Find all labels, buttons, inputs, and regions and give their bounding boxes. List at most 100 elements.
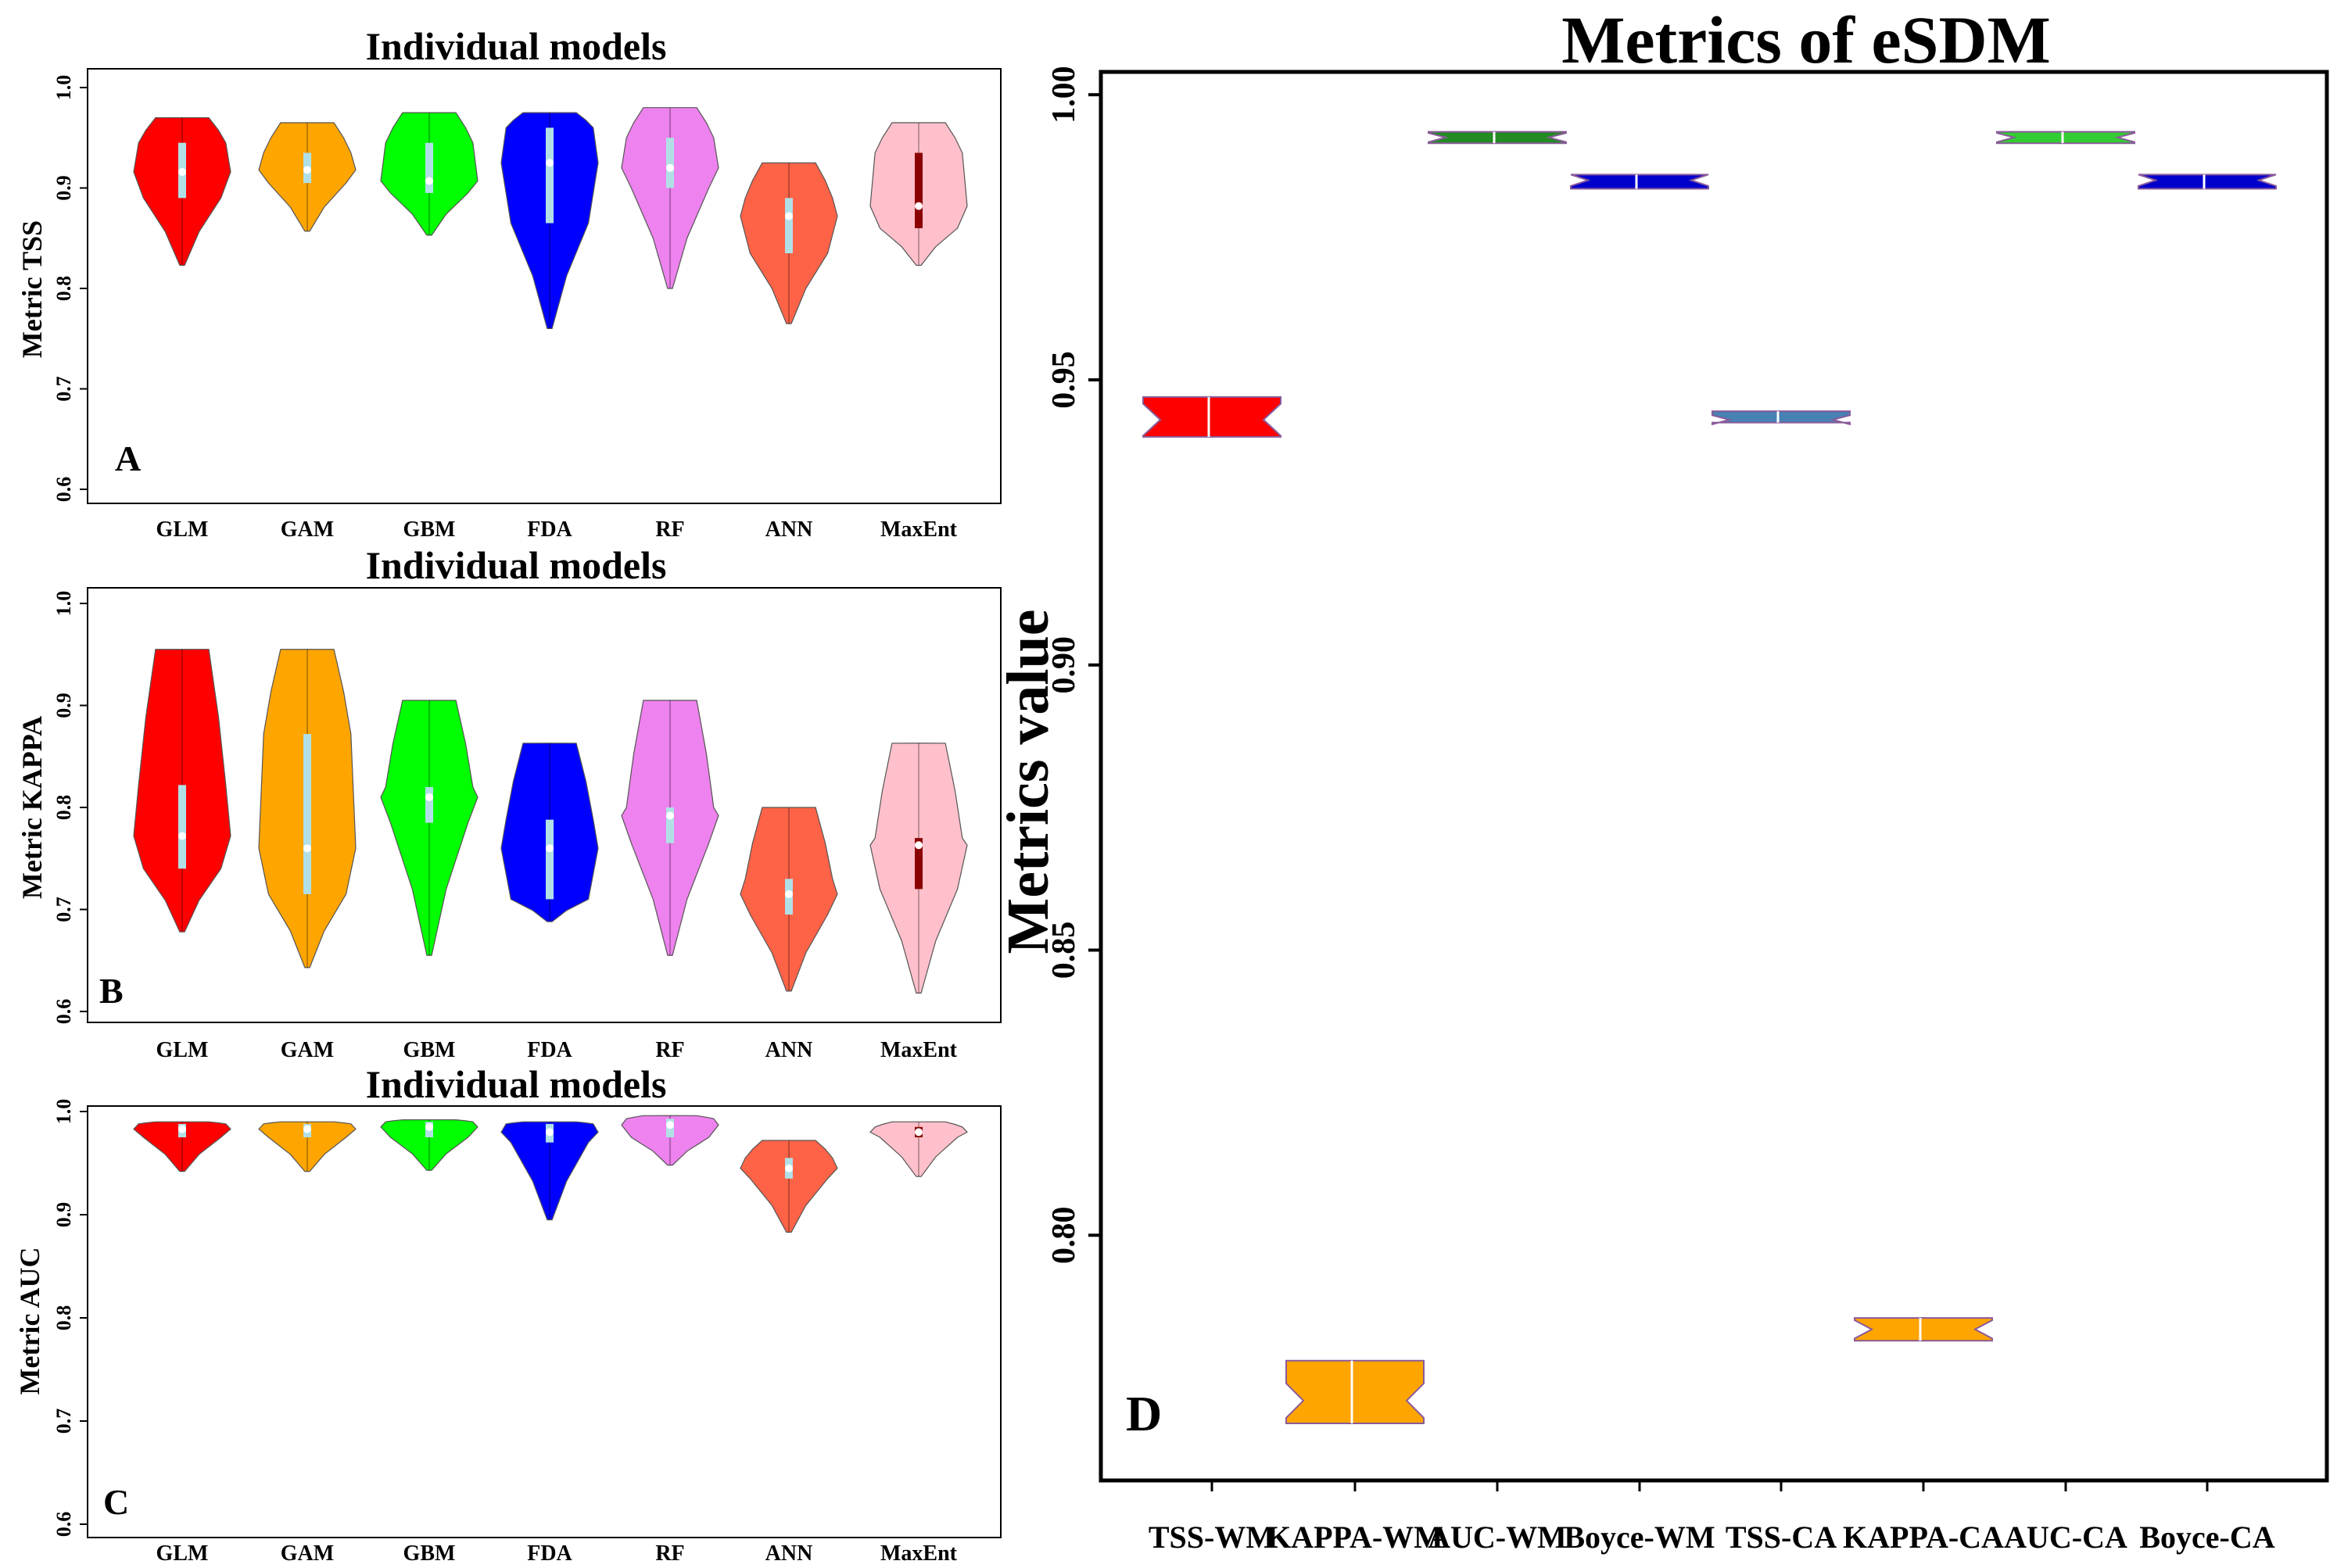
panel-d-x-label-tss-ca: TSS-CA xyxy=(1726,1520,1837,1555)
panel-a-iqr-ann xyxy=(785,198,793,254)
panel-b-median-gam xyxy=(303,844,311,853)
panel-a-x-label-ann: ANN xyxy=(765,517,813,542)
panel-b-y-tick-label: 1.0 xyxy=(52,591,75,617)
panel-d-box-tss-wm xyxy=(1142,396,1281,438)
panel-a: Individual models 0.6 0.7 0.8 0.9 1.0 GLM GAM… xyxy=(16,24,1002,542)
panel-a-x-label-glm: GLM xyxy=(156,517,209,542)
panel-b-median-maxent xyxy=(915,841,923,850)
panel-b-y-tick-label: 0.7 xyxy=(52,897,75,922)
panel-c-y-tick-label: 1.0 xyxy=(52,1099,75,1125)
panel-b-iqr-fda xyxy=(546,819,554,900)
panel-d-box-kappa-wm xyxy=(1285,1359,1425,1425)
panel-b-iqr-gbm xyxy=(425,786,433,823)
panel-a-plot-frame xyxy=(87,68,1002,504)
panel-b-y-tick-label: 0.9 xyxy=(52,693,75,718)
panel-c-x-label-fda: FDA xyxy=(527,1541,572,1566)
panel-c-median-rf xyxy=(666,1121,674,1129)
panel-d-x-label-auc-ca: AUC-CA xyxy=(2004,1520,2127,1555)
panel-b-x-labels: GLM GAM GBM FDA RF ANN MaxEnt xyxy=(156,1038,958,1062)
panel-d-box-boyce-ca xyxy=(2138,174,2277,190)
panel-d-x-label-auc-wm: AUC-WM xyxy=(1428,1520,1567,1555)
panel-a-x-label-rf: RF xyxy=(655,517,684,542)
panel-b-y-tick-label: 0.8 xyxy=(52,795,75,821)
panel-c-median-fda xyxy=(546,1128,554,1137)
panel-a-median-rf xyxy=(666,163,674,172)
panel-c-x-label-maxent: MaxEnt xyxy=(880,1541,958,1566)
panel-d-boxes xyxy=(1142,131,2277,1425)
panel-b-median-ann xyxy=(785,890,793,898)
panel-a-x-label-maxent: MaxEnt xyxy=(880,517,958,542)
panel-c-violin-maxent xyxy=(869,1121,968,1177)
panel-d-y-tick-label: 0.85 xyxy=(1046,922,1082,979)
panel-b-violins xyxy=(133,649,968,994)
panel-d-letter: D xyxy=(1126,1386,1162,1441)
panel-d-x-label-tss-wm: TSS-WM xyxy=(1149,1520,1275,1555)
panel-b-y-label: Metric KAPPA xyxy=(16,716,48,899)
panel-a-iqr-fda xyxy=(546,127,554,224)
panel-d-y-tick-label: 0.80 xyxy=(1046,1207,1082,1265)
panel-b-median-fda xyxy=(546,844,554,853)
panel-c-y-tick-label: 0.6 xyxy=(52,1512,75,1538)
panel-b-x-label-fda: FDA xyxy=(527,1038,572,1062)
panel-d-box-tss-ca xyxy=(1712,410,1851,426)
panel-a-y-tick-label: 0.8 xyxy=(52,276,75,302)
panel-a-iqr-maxent xyxy=(915,152,923,228)
panel-d-plot-frame xyxy=(1099,70,2329,1483)
panel-b-iqr-glm xyxy=(178,785,186,869)
panel-d-x-label-boyce-ca: Boyce-CA xyxy=(2139,1520,2274,1555)
panel-c-median-gam xyxy=(303,1125,311,1133)
panel-c-y-tick-label: 0.9 xyxy=(52,1202,75,1228)
panel-c-x-label-rf: RF xyxy=(655,1541,684,1566)
panel-a-violins xyxy=(133,107,968,329)
panel-c-violin-glm xyxy=(133,1121,231,1172)
panel-a-y-axis: 0.6 0.7 0.8 0.9 1.0 xyxy=(52,75,88,503)
panel-c-violin-gam xyxy=(258,1121,357,1172)
panel-d-x-label-kappa-ca: KAPPA-CA xyxy=(1843,1520,2004,1555)
panel-c-median-glm xyxy=(178,1125,186,1133)
panel-b-median-rf xyxy=(666,811,674,820)
panel-a-y-label: Metric TSS xyxy=(16,220,48,358)
panel-a-x-label-gbm: GBM xyxy=(403,517,456,542)
panel-b-x-label-gbm: GBM xyxy=(403,1038,456,1062)
panel-c-y-axis: 0.6 0.7 0.8 0.9 1.0 xyxy=(52,1099,88,1538)
panel-b-letter: B xyxy=(99,971,124,1011)
panel-c-x-label-ann: ANN xyxy=(765,1541,813,1566)
panel-a-letter: A xyxy=(115,439,141,478)
panel-a-y-tick-label: 1.0 xyxy=(52,75,75,101)
panel-a-x-label-fda: FDA xyxy=(527,517,572,542)
panel-a-y-tick-label: 0.6 xyxy=(52,477,75,503)
panel-b-x-label-glm: GLM xyxy=(156,1038,209,1062)
panel-a-x-label-gam: GAM xyxy=(281,517,334,542)
panel-d-box-auc-wm xyxy=(1428,131,1567,145)
panel-b-iqr-rf xyxy=(666,807,674,843)
panel-d-y-tick-label: 1.00 xyxy=(1046,66,1082,124)
panel-a-y-tick-label: 0.7 xyxy=(52,376,75,402)
panel-b-median-glm xyxy=(178,832,186,840)
panel-a-median-gbm xyxy=(425,177,433,185)
panel-d: Metrics of eSDM 0.80 0.85 0.90 0.95 1.00 TSS… xyxy=(995,2,2329,1555)
panel-a-x-labels: GLM GAM GBM FDA RF ANN MaxEnt xyxy=(156,517,958,542)
panel-a-iqr-rf xyxy=(666,138,674,188)
panel-b-iqr-maxent xyxy=(915,838,923,890)
panel-c-x-label-gbm: GBM xyxy=(403,1541,456,1566)
panel-b-x-label-maxent: MaxEnt xyxy=(880,1038,958,1062)
panel-c-median-gbm xyxy=(425,1122,433,1131)
panel-b-plot-frame xyxy=(87,587,1002,1023)
panel-d-y-tick-label: 0.90 xyxy=(1046,636,1082,694)
panel-d-x-label-boyce-wm: Boyce-WM xyxy=(1564,1520,1715,1555)
panel-d-y-tick-label: 0.95 xyxy=(1046,351,1082,408)
panel-a-median-glm xyxy=(178,167,186,176)
panel-d-box-kappa-ca xyxy=(1854,1317,1993,1342)
panel-d-box-auc-ca xyxy=(1996,131,2135,145)
panel-d-y-axis: 0.80 0.85 0.90 0.95 1.00 xyxy=(1046,66,1101,1264)
panel-b-y-tick-label: 0.6 xyxy=(52,999,75,1025)
panel-c-median-maxent xyxy=(915,1128,923,1137)
panel-d-y-label: Metrics value xyxy=(995,609,1061,954)
panel-c-plot-frame xyxy=(87,1105,1002,1538)
panel-b-median-gbm xyxy=(425,793,433,801)
panel-a-median-maxent xyxy=(915,202,923,210)
panel-c-x-label-glm: GLM xyxy=(156,1541,209,1566)
panel-b: Individual models 0.6 0.7 0.8 0.9 1.0 GLM GAM… xyxy=(16,543,1002,1062)
